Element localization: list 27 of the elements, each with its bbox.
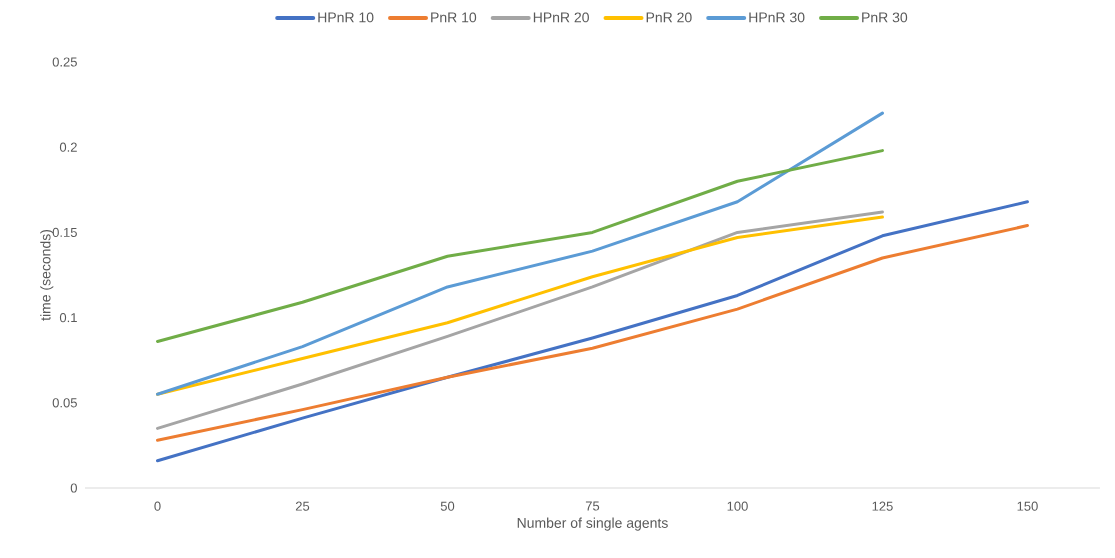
y-tick-label: 0.1 [59,312,77,323]
y-tick-label: 0.15 [52,227,77,237]
legend-label: HPnR 30 [749,12,805,23]
line-series [156,215,884,396]
line-series [156,111,884,396]
y-tick-label: 0 [70,483,77,493]
y-tick-label: 0.05 [52,398,77,408]
x-tick-label: 150 [1017,501,1038,511]
x-tick-label: 75 [585,501,600,511]
x-tick-label: 0 [154,501,161,511]
line-series [156,149,884,343]
x-tick-label: 25 [295,501,310,511]
legend-label: PnR 20 [646,12,692,23]
x-tick-label: 125 [872,501,893,511]
legend-label: HPnR 10 [318,12,374,23]
legend-label: PnR 10 [431,12,477,23]
line-series [156,224,1029,442]
line-series [156,200,1029,463]
x-tick-label: 100 [727,501,748,511]
line-series [156,210,884,430]
legend-label: PnR 30 [862,12,908,23]
legend-label: HPnR 20 [533,12,589,23]
x-tick-label: 50 [440,501,455,511]
y-axis-title: time (seconds) [40,229,54,321]
x-axis-title: Number of single agents [517,517,668,531]
y-tick-label: 0.25 [52,57,77,67]
y-tick-label: 0.2 [59,142,77,152]
